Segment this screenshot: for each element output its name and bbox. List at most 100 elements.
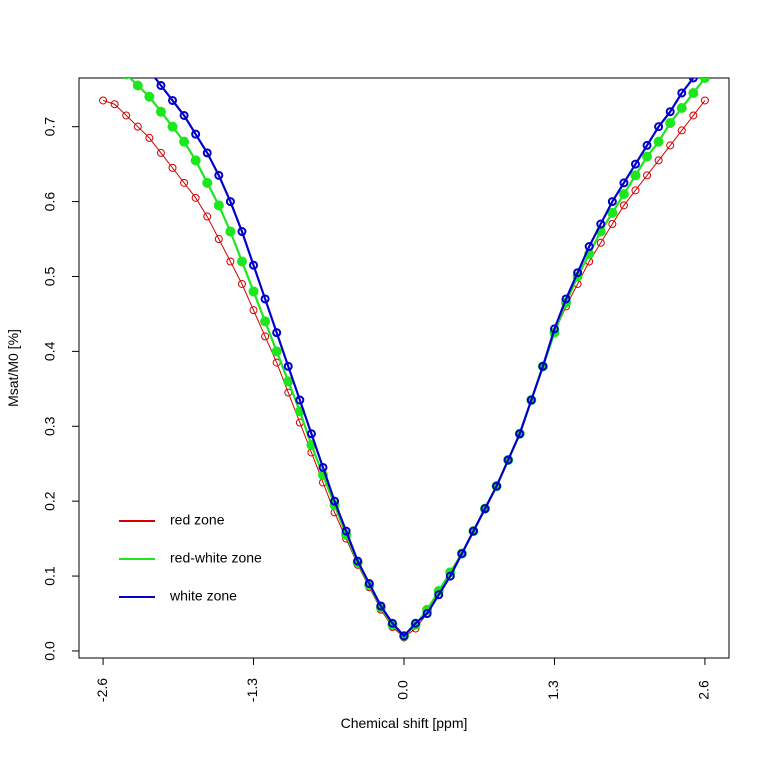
data-point [607,197,617,207]
axes: -2.6 -1.3 0.0 1.3 2.6 0.0 0.1 0.2 0.3 0.4 0.5 0.6 0.… [42,117,712,702]
data-point [688,87,699,98]
data-point [630,159,640,169]
data-point [387,618,397,628]
y-tick-label: 0.3 [42,416,58,436]
data-point [665,107,675,117]
data-point [653,136,664,147]
data-point [353,556,363,566]
data-point [434,590,444,600]
data-point [100,33,107,40]
x-axis-label: Chemical shift [ppm] [341,715,468,731]
data-point [318,462,328,472]
data-point [492,481,502,491]
legend-label: white zone [169,588,237,604]
data-point [146,67,153,74]
data-point [133,122,142,131]
data-point [283,361,293,371]
x-tick-label: 2.6 [696,680,712,700]
data-point [122,111,131,120]
data-point [607,207,618,218]
data-point [376,601,386,611]
data-point [341,526,351,536]
data-point [122,78,130,80]
data-point [399,631,409,641]
data-point [132,80,143,91]
data-point [295,395,305,405]
data-point [699,78,710,83]
y-tick-label: 0.1 [42,566,58,586]
data-point [642,140,652,150]
x-tick-label: 0.0 [395,680,411,700]
data-point [248,286,259,297]
series-line [153,78,695,638]
x-tick-label: 1.3 [545,680,561,700]
data-point [261,332,270,341]
data-point [411,618,421,628]
data-point [666,141,675,150]
data-point [260,316,271,327]
data-point [677,126,686,135]
data-point [179,136,190,147]
data-point [123,48,130,55]
data-point [168,163,177,172]
data-point [618,189,629,200]
data-point [677,88,687,98]
y-tick-label: 0.7 [42,117,58,137]
data-point [608,220,617,229]
data-point [272,328,282,338]
y-tick-label: 0.0 [42,641,58,661]
data-point [110,100,119,109]
data-point [155,106,166,117]
data-point [99,96,108,105]
data-point [515,429,525,439]
data-point [573,268,583,278]
data-point [236,256,247,267]
data-point [190,155,201,166]
data-point [214,170,224,180]
data-point [191,193,200,202]
data-point [700,96,709,105]
data-point [249,306,258,315]
data-point [619,178,629,188]
data-point [701,60,708,67]
x-tick-label: -1.3 [244,678,260,702]
data-point [237,279,246,288]
data-point [654,156,663,165]
data-point [596,238,605,247]
data-point [538,361,548,371]
data-point [214,235,223,244]
data-point [226,257,235,266]
data-point [480,504,490,514]
data-point [631,186,640,195]
data-point [689,111,698,120]
legend-label: red-white zone [170,550,262,566]
data-point [549,324,559,334]
data-point [422,609,432,619]
data-point [134,56,141,63]
data-point [584,242,594,252]
legend-label: red zone [170,512,225,528]
data-point [665,117,676,128]
data-point [526,395,536,405]
y-axis-label: Msat/M0 [%] [5,329,21,407]
data-point [619,201,628,210]
data-point [167,121,178,132]
data-point [99,52,107,60]
x-tick-label: -2.6 [94,678,110,702]
data-point [260,294,270,304]
data-point [203,212,212,221]
data-point [225,226,236,237]
y-tick-label: 0.4 [42,341,58,361]
data-point [445,571,455,581]
data-point [111,41,118,48]
data-point [306,429,316,439]
data-point [561,294,571,304]
data-point [180,178,189,187]
data-point [179,110,189,120]
data-point [643,171,652,180]
data-point [156,148,165,157]
data-point [191,129,201,139]
data-point [642,151,653,162]
data-point [468,526,478,536]
